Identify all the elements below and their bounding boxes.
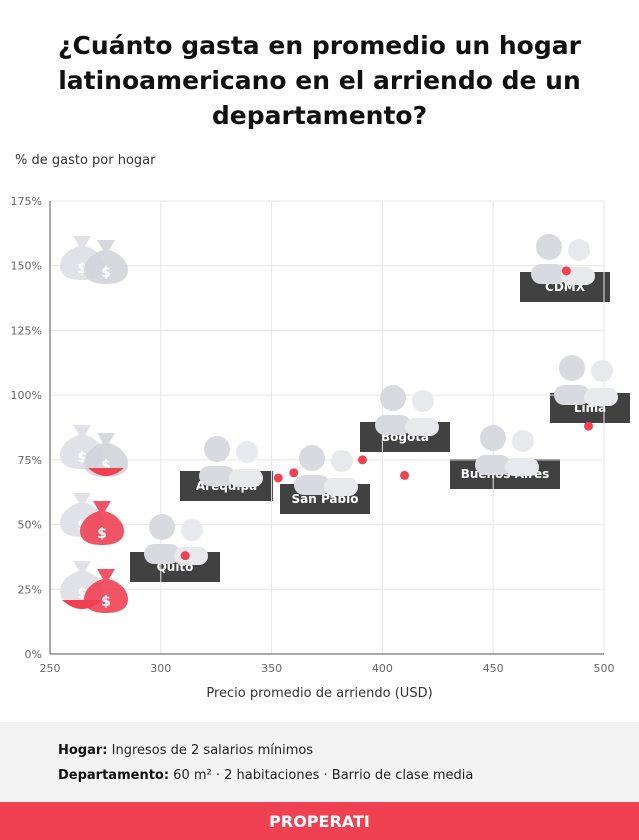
y-tick-label: 125% <box>11 324 42 337</box>
money-bag-icon: $ <box>60 425 104 469</box>
money-bag-icon: $ <box>60 236 104 280</box>
y-axis-label: % de gasto por hogar <box>15 153 156 168</box>
x-axis-label: Precio promedio de arriendo (USD) <box>206 686 433 701</box>
hogar-label: Hogar: <box>58 743 108 758</box>
y-tick-label: 100% <box>11 389 42 402</box>
x-tick-label: 300 <box>150 662 171 675</box>
face-icon <box>236 441 258 463</box>
money-bag-icon: $ <box>84 569 128 613</box>
face-icon <box>559 355 585 381</box>
face-icon <box>181 519 203 541</box>
money-bag-icon: $ <box>60 561 104 605</box>
page-title: ¿Cuánto gasta en promedio un hogar latin… <box>58 31 581 130</box>
x-tick-label: 450 <box>483 662 504 675</box>
svg-text:$: $ <box>101 265 111 281</box>
face-icon <box>149 514 175 540</box>
face-icon <box>380 385 406 411</box>
money-bag-icon: $ <box>80 501 124 545</box>
data-point <box>400 470 410 480</box>
city-label: Bogotá <box>360 422 450 452</box>
hogar-value: Ingresos de 2 salarios mínimos <box>107 743 314 758</box>
x-tick-label: 500 <box>594 662 615 675</box>
face-icon <box>536 234 562 260</box>
brand-logo: PROPERATI <box>0 802 639 840</box>
face-icon <box>568 239 590 261</box>
y-tick-label: 175% <box>11 195 42 208</box>
money-bag-icon: $ <box>84 433 128 477</box>
y-tick-label: 75% <box>18 454 42 467</box>
y-tick-label: 150% <box>11 260 42 273</box>
x-tick-label: 350 <box>261 662 282 675</box>
svg-text:$: $ <box>101 594 111 610</box>
svg-text:$: $ <box>97 526 107 542</box>
x-tick-label: 250 <box>40 662 61 675</box>
city-label: San Pablo <box>280 484 370 514</box>
data-point <box>273 473 283 483</box>
money-bag-icon: $ <box>60 493 104 537</box>
money-bag-icon: $ <box>84 240 128 284</box>
face-icon <box>299 445 325 471</box>
city-label: Buenos Aires <box>450 459 560 489</box>
money-fill-indicator <box>88 468 124 476</box>
city-label: Arequipa <box>180 471 273 501</box>
x-tick-label: 400 <box>372 662 393 675</box>
y-tick-label: 0% <box>25 648 42 661</box>
svg-text:$: $ <box>77 586 87 602</box>
face-icon <box>331 450 353 472</box>
face-icon <box>591 360 613 382</box>
svg-text:$: $ <box>77 518 87 534</box>
y-tick-label: 50% <box>18 519 42 532</box>
face-icon <box>480 425 506 451</box>
data-point <box>583 421 593 431</box>
city-label: Lima <box>550 393 630 423</box>
city-label: CDMX <box>520 272 610 302</box>
hogar-note: Hogar: Ingresos de 2 salarios mínimos <box>58 743 313 758</box>
face-icon <box>412 390 434 412</box>
svg-text:$: $ <box>101 458 111 474</box>
data-point <box>289 468 299 478</box>
face-icon <box>204 436 230 462</box>
departamento-value: 60 m² · 2 habitaciones · Barrio de clase… <box>169 768 474 783</box>
departamento-note: Departamento: 60 m² · 2 habitaciones · B… <box>58 768 473 783</box>
money-fill-indicator <box>62 600 102 609</box>
svg-text:$: $ <box>77 450 87 466</box>
footer-notes: Hogar: Ingresos de 2 salarios mínimos De… <box>0 722 639 802</box>
y-tick-label: 25% <box>18 583 42 596</box>
departamento-label: Departamento: <box>58 768 170 783</box>
svg-text:$: $ <box>77 261 87 277</box>
data-point <box>357 455 367 465</box>
face-icon <box>512 430 534 452</box>
city-label: Quito <box>130 552 220 582</box>
